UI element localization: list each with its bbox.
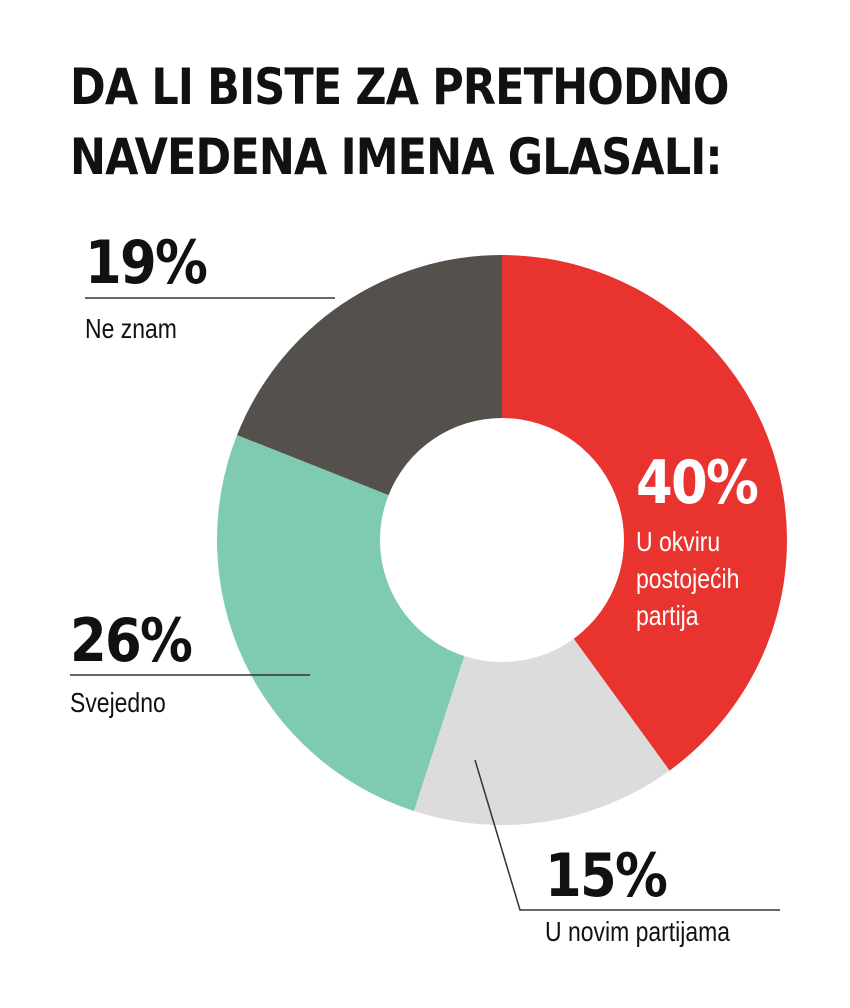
slice-pct-novim: 15% — [545, 841, 668, 911]
slice-label-postojecih-2: postojećih — [636, 563, 740, 594]
slice-pct-ne-znam: 19% — [85, 228, 208, 298]
slice-ne-znam — [237, 255, 502, 496]
slice-pct-postojecih: 40% — [636, 448, 759, 518]
slice-postojecih — [502, 255, 787, 771]
slice-label-novim: U novim partijama — [545, 916, 731, 947]
leader-line-novim — [474, 759, 780, 911]
slice-label-svejedno: Svejedno — [70, 687, 166, 718]
slice-label-postojecih-3: partija — [636, 600, 699, 631]
slice-pct-svejedno: 26% — [70, 606, 193, 676]
slice-label-postojecih-1: U okviru — [636, 526, 721, 557]
slice-novim — [413, 638, 670, 825]
slice-label-ne-znam: Ne znam — [85, 313, 177, 344]
chart-title: DA LI BISTE ZA PRETHODNO NAVEDENA IMENA … — [70, 52, 729, 192]
slice-svejedno — [216, 435, 465, 812]
title-line-2: NAVEDENA IMENA GLASALI: — [70, 128, 723, 186]
title-line-1: DA LI BISTE ZA PRETHODNO — [70, 58, 729, 116]
